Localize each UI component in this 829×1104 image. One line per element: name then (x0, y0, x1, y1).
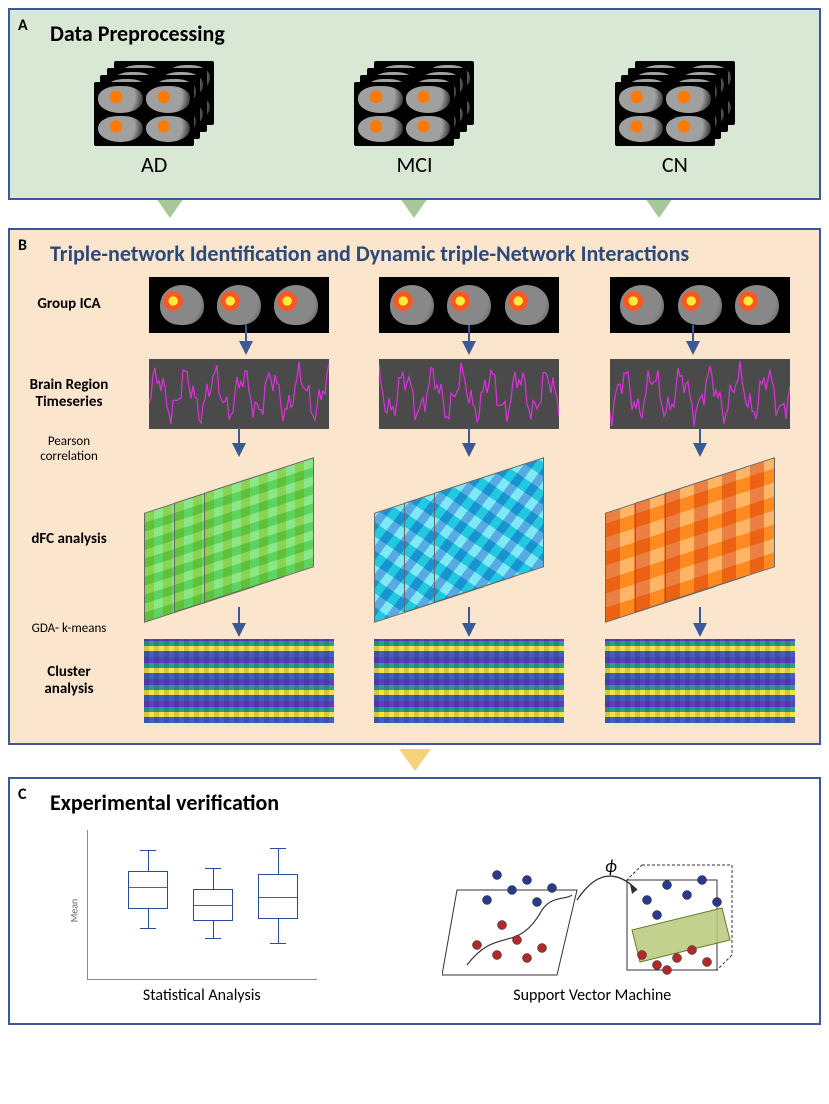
panel-letter-c: C (18, 785, 26, 804)
arrow-blue-icon (693, 443, 707, 457)
group-label-ad: AD (94, 151, 214, 178)
cluster-heatmap (374, 639, 564, 723)
cluster-heatmap (144, 639, 334, 723)
svm-diagram: ϕ (442, 830, 742, 980)
row-label-pearson: Pearson correlation (24, 435, 114, 465)
row-timeseries: Brain Region Timeseries (24, 359, 805, 429)
dfc-matrix-stack (374, 465, 564, 615)
arrow-yellow-icon (399, 749, 431, 771)
arrow-green-icon (645, 198, 673, 218)
panel-c-title: Experimental verification (50, 789, 805, 816)
brain-stack-ad (94, 61, 214, 147)
cluster-heatmap (605, 639, 795, 723)
row-cluster: Cluster analysis (24, 639, 805, 723)
row-dfc: dFC analysis (24, 465, 805, 615)
arrow-blue-icon (232, 623, 246, 637)
row-pearson: Pearson correlation (24, 435, 805, 465)
group-label-mci: MCI (354, 151, 474, 178)
arrows-a-to-b (48, 204, 781, 224)
groups-row: AD MCI CN (24, 57, 805, 184)
row-ica: Group ICA (24, 277, 805, 333)
dfc-matrix-stack (144, 465, 334, 615)
row-label-gda: GDA- k-means (24, 622, 114, 637)
arrow-blue-icon (239, 341, 253, 355)
row-label-dfc: dFC analysis (24, 531, 114, 548)
timeseries-box (379, 359, 559, 429)
row-label-ica: Group ICA (24, 296, 114, 313)
brain-stack-mci (354, 61, 474, 147)
ica-box (610, 277, 790, 333)
arrow-green-icon (156, 198, 184, 218)
panel-a: A Data Preprocessing AD MCI (8, 8, 821, 200)
group-cn: CN (615, 61, 735, 178)
panel-b: B Triple-network Identification and Dyna… (8, 228, 821, 745)
panel-b-title: Triple-network Identification and Dynami… (50, 240, 805, 267)
arrow-blue-icon (462, 623, 476, 637)
arrow-green-icon (400, 198, 428, 218)
stat-analysis-item: Mean Statistical Analysis (87, 830, 317, 1005)
panel-a-title: Data Preprocessing (50, 20, 805, 47)
group-mci: MCI (354, 61, 474, 178)
panel-c: C Experimental verification Mean Statist… (8, 777, 821, 1025)
stat-label: Statistical Analysis (87, 986, 317, 1005)
timeseries-box (149, 359, 329, 429)
boxplot: Mean (87, 830, 317, 980)
svm-label: Support Vector Machine (442, 986, 742, 1005)
svg-text:ϕ: ϕ (605, 855, 617, 877)
row-label-cluster: Cluster analysis (24, 664, 114, 699)
panel-letter-a: A (18, 16, 28, 35)
group-ad: AD (94, 61, 214, 178)
panel-letter-b: B (18, 236, 27, 255)
arrow-blue-icon (693, 623, 707, 637)
group-label-cn: CN (615, 151, 735, 178)
ica-box (149, 277, 329, 333)
boxplot-ylabel: Mean (67, 899, 80, 923)
timeseries-box (610, 359, 790, 429)
row-label-ts: Brain Region Timeseries (24, 377, 114, 412)
dfc-matrix-stack (605, 465, 795, 615)
svm-item: ϕ Support Vector Machine (442, 830, 742, 1005)
row-gda: GDA- k-means (24, 621, 805, 639)
arrow-blue-icon (462, 341, 476, 355)
arrow-blue-icon (232, 443, 246, 457)
arrow-blue-icon (686, 341, 700, 355)
brain-stack-cn (615, 61, 735, 147)
arrow-blue-icon (462, 443, 476, 457)
